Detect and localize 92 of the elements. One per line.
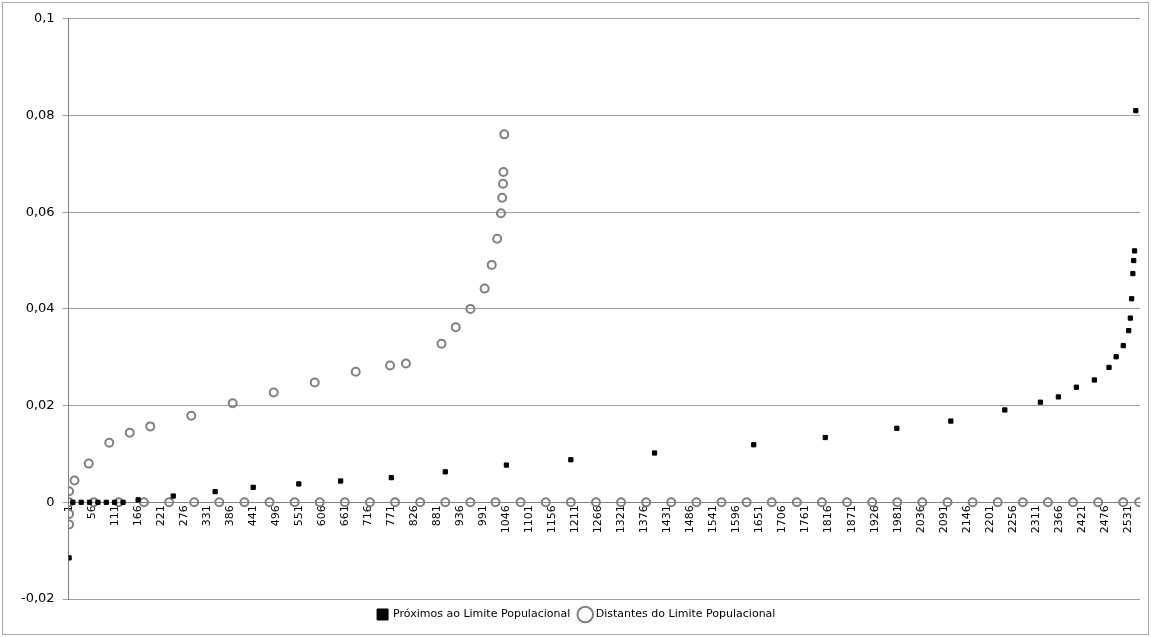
point — [86, 499, 93, 505]
x-tick-label: 826 — [407, 505, 421, 527]
x-tick-label: 1871 — [844, 505, 858, 534]
x-tick-label: 771 — [384, 505, 398, 527]
x-tick-label: 1101 — [522, 505, 536, 534]
x-tick-label: 2036 — [913, 505, 927, 534]
x-tick-label: 1321 — [614, 505, 628, 534]
x-tick-label: 441 — [246, 505, 260, 527]
x-tick-label: 1816 — [821, 505, 835, 534]
point — [651, 450, 658, 456]
x-tick-label: 1156 — [545, 505, 559, 534]
x-tick-label: 1651 — [752, 505, 766, 534]
x-tick-label: 716 — [361, 505, 375, 527]
x-tick-label: 1541 — [706, 505, 720, 534]
x-tick-label: 2201 — [982, 505, 996, 534]
point — [1073, 384, 1080, 390]
point — [338, 478, 344, 484]
point — [1037, 399, 1044, 405]
x-tick-label: 386 — [223, 505, 237, 527]
point — [1131, 257, 1137, 264]
x-tick-label: 1926 — [867, 505, 881, 534]
x-tick-label: 1706 — [775, 505, 789, 534]
point — [78, 499, 84, 505]
x-tick-label: 991 — [476, 505, 490, 527]
point — [751, 442, 757, 448]
x-tick-label: 56 — [84, 505, 98, 520]
x-tick-label: 1376 — [637, 505, 651, 534]
x-tick-label: 111 — [107, 505, 121, 527]
x-tick-label: 166 — [130, 505, 144, 527]
legend-label: Distantes do Limite Populacional — [595, 607, 776, 621]
x-tick-label: 2421 — [1074, 505, 1088, 534]
x-tick-label: 1046 — [499, 505, 513, 534]
point — [250, 484, 256, 490]
x-tick-label: 2366 — [1051, 505, 1065, 534]
point — [948, 418, 954, 424]
point — [112, 499, 118, 505]
point — [1127, 315, 1133, 321]
x-tick-label: 606 — [315, 505, 329, 527]
point — [135, 497, 141, 503]
x-tick-label: 331 — [200, 505, 214, 527]
point — [1055, 394, 1062, 400]
point — [1113, 354, 1119, 360]
y-tick-label: 0 — [46, 493, 55, 509]
y-tick-label: 0,1 — [33, 10, 55, 26]
x-tick-label: 1266 — [591, 505, 605, 534]
point — [442, 469, 448, 475]
x-tick-label: 2531 — [1120, 505, 1134, 534]
x-tick-label: 1211 — [568, 505, 582, 534]
x-tick-label: 2311 — [1028, 505, 1042, 534]
point — [1131, 248, 1138, 254]
point — [822, 434, 828, 441]
point — [503, 462, 510, 468]
legend-label: Próximos ao Limite Populacional — [393, 607, 571, 621]
point — [1120, 343, 1126, 349]
point — [296, 481, 302, 487]
point — [95, 499, 101, 505]
x-tick-label: 1486 — [683, 505, 697, 534]
x-tick-label: 551 — [292, 505, 306, 527]
point — [1130, 270, 1136, 277]
point — [568, 457, 574, 463]
point — [388, 475, 394, 481]
point — [894, 425, 900, 431]
x-tick-label: 496 — [269, 505, 283, 527]
point — [1091, 377, 1098, 383]
point — [170, 493, 176, 499]
x-tick-label: 1761 — [798, 505, 812, 534]
x-tick-label: 2146 — [959, 505, 973, 534]
y-tick-label: 0,02 — [25, 396, 55, 412]
point — [120, 499, 126, 505]
x-tick-label: 1981 — [890, 505, 904, 534]
x-tick-label: 276 — [177, 505, 190, 527]
point — [1126, 328, 1132, 334]
x-tick-label: 1596 — [729, 505, 743, 534]
point — [212, 489, 218, 495]
x-tick-label: 881 — [430, 505, 444, 527]
point — [1002, 407, 1008, 413]
y-tick-label: 0,06 — [25, 203, 55, 219]
x-tick-label: 2091 — [936, 505, 950, 534]
x-tick-label: 2476 — [1097, 505, 1111, 534]
y-tick-label: 0,04 — [25, 300, 55, 316]
x-tick-label: 221 — [153, 505, 167, 527]
x-tick-label: 2256 — [1005, 505, 1019, 534]
x-tick-label: 1431 — [660, 505, 674, 534]
point — [1129, 296, 1135, 302]
x-tick-label: 936 — [453, 505, 467, 527]
y-tick-label: -0,02 — [21, 590, 55, 606]
point — [68, 555, 72, 561]
y-tick-label: 0,08 — [25, 106, 55, 122]
point — [103, 499, 109, 505]
point — [1133, 108, 1139, 114]
point — [1106, 364, 1112, 371]
x-tick-label: 661 — [338, 505, 352, 527]
